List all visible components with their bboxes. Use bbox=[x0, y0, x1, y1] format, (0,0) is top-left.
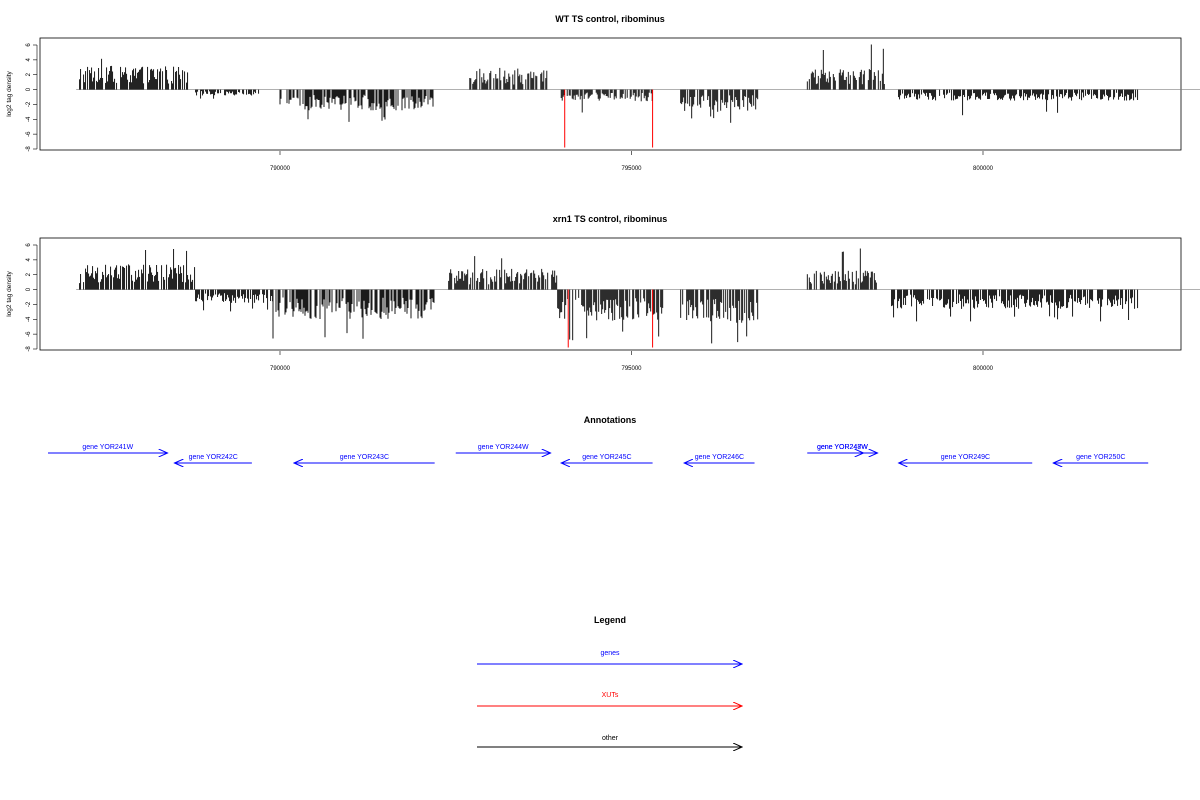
y-tick-label: 2 bbox=[26, 272, 32, 276]
gene-label: gene YOR243C bbox=[340, 454, 389, 461]
x-axis: 790000 795000 800000 bbox=[270, 351, 994, 372]
y-tick-label: 0 bbox=[26, 287, 32, 291]
panel-title: xrn1 TS control, ribominus bbox=[553, 214, 668, 224]
y-axis: -8 -6 -4 -2 0 2 4 6 bbox=[26, 243, 38, 352]
y-axis: -8 -6 -4 -2 0 2 4 6 bbox=[26, 43, 38, 152]
gene-annotation: gene YOR250C bbox=[1053, 454, 1149, 463]
gene-annotation: gene YOR246C bbox=[684, 454, 755, 463]
gene-annotation: gene YOR244W bbox=[455, 444, 551, 453]
x-axis: 790000 795000 800000 bbox=[270, 151, 994, 172]
gene-label: gene YOR247W bbox=[817, 444, 868, 451]
x-tick-label: 795000 bbox=[621, 166, 642, 172]
gene-annotation: gene YOR245C bbox=[561, 454, 653, 463]
gene-label: gene YOR250C bbox=[1076, 454, 1125, 461]
gene-annotation: gene YOR248W bbox=[817, 444, 868, 453]
x-tick-label: 800000 bbox=[973, 166, 994, 172]
y-tick-label: -2 bbox=[26, 101, 32, 107]
y-tick-label: -6 bbox=[26, 131, 32, 137]
plot-frame bbox=[39, 37, 1182, 151]
gene-annotation: gene YOR243C bbox=[294, 454, 435, 463]
gene-label: gene YOR249C bbox=[941, 454, 990, 461]
y-tick-label: 4 bbox=[26, 58, 32, 62]
x-tick-label: 790000 bbox=[270, 166, 291, 172]
x-tick-label: 800000 bbox=[973, 366, 994, 372]
y-tick-label: -8 bbox=[26, 346, 32, 352]
legend: Legend genes XUTs other bbox=[477, 615, 742, 747]
annotations-title: Annotations bbox=[584, 415, 637, 425]
gene-label: gene YOR245C bbox=[582, 454, 631, 461]
legend-title: Legend bbox=[594, 615, 626, 625]
legend-item-xuts: XUTs bbox=[477, 692, 742, 706]
x-tick-label: 790000 bbox=[270, 366, 291, 372]
legend-label: other bbox=[602, 735, 619, 742]
legend-label: genes bbox=[600, 650, 620, 657]
coverage-bars bbox=[76, 44, 1200, 148]
y-tick-label: 0 bbox=[26, 87, 32, 91]
y-tick-label: -6 bbox=[26, 331, 32, 337]
legend-item-genes: genes bbox=[477, 650, 742, 664]
y-tick-label: 4 bbox=[26, 258, 32, 262]
gene-annotation: gene YOR249C bbox=[899, 454, 1033, 463]
plot-frame bbox=[39, 237, 1182, 351]
gene-label: gene YOR244W bbox=[478, 444, 529, 451]
y-tick-label: 6 bbox=[26, 43, 32, 47]
x-tick-label: 795000 bbox=[621, 366, 642, 372]
y-tick-label: -2 bbox=[26, 301, 32, 307]
y-tick-label: 2 bbox=[26, 72, 32, 76]
gene-annotation: gene YOR242C bbox=[175, 454, 252, 463]
gene-arrows: gene YOR241W gene YOR242C gene YOR243C gene… bbox=[48, 444, 1149, 463]
coverage-bars bbox=[76, 248, 1200, 348]
y-tick-label: -4 bbox=[26, 316, 32, 322]
gene-label: gene YOR242C bbox=[189, 454, 238, 461]
legend-item-other: other bbox=[477, 735, 742, 747]
panel-title: WT TS control, ribominus bbox=[555, 14, 665, 24]
y-tick-label: 6 bbox=[26, 243, 32, 247]
panel-wt: WT TS control, ribominus -8 -6 -4 -2 0 2 4 6 79… bbox=[6, 14, 1200, 172]
gene-annotation: gene YOR241W bbox=[48, 444, 168, 453]
y-axis-label: log2 tag density bbox=[6, 70, 13, 116]
y-axis-label: log2 tag density bbox=[6, 270, 13, 316]
gene-label: gene YOR248W bbox=[817, 444, 868, 451]
gene-label: gene YOR241W bbox=[82, 444, 133, 451]
y-tick-label: -8 bbox=[26, 146, 32, 152]
panel-xrn1: xrn1 TS control, ribominus -8-6-4-20246 … bbox=[6, 214, 1200, 372]
gene-label: gene YOR246C bbox=[695, 454, 744, 461]
y-tick-label: -4 bbox=[26, 116, 32, 122]
legend-label: XUTs bbox=[602, 692, 619, 699]
